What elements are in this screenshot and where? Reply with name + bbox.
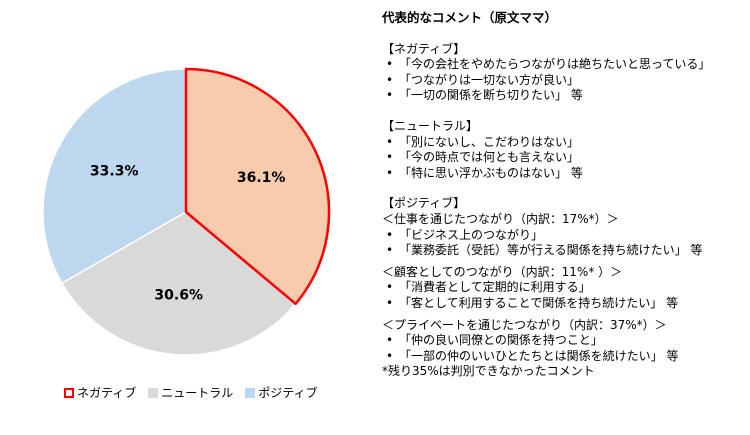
slice-label-negative: 36.1% <box>237 170 286 186</box>
positive-section: 【ポジティブ】 ＜仕事を通じたつながり（内訳：17%*）＞ 「ビジネス上のつなが… <box>382 196 748 380</box>
neutral-comment: 「今の時点では何とも言えない」 <box>382 150 748 166</box>
negative-section: 【ネガティブ】 「今の会社をやめたらつながりは絶ちたいと思っている」 「つながり… <box>382 42 748 104</box>
slice-label-neutral: 30.6% <box>154 288 203 304</box>
positive-work-heading: ＜仕事を通じたつながり（内訳：17%*）＞ <box>382 211 619 226</box>
legend-swatch-positive <box>245 387 256 398</box>
negative-comment: 「今の会社をやめたらつながりは絶ちたいと思っている」 <box>382 57 748 73</box>
neutral-comment: 「特に思い浮かぶものはない」 等 <box>382 166 748 182</box>
footnote: *残り35%は判別できなかったコメント <box>382 364 595 379</box>
positive-private-comment: 「仲の良い同僚との関係を持つこと」 <box>382 333 748 349</box>
legend-item-neutral: ニュートラル <box>148 384 233 401</box>
legend-label-negative: ネガティブ <box>77 386 137 400</box>
slice-negative <box>184 67 331 306</box>
neutral-section: 【ニュートラル】 「別にないし、こだわりはない」 「今の時点では何とも言えない」… <box>382 119 748 181</box>
neutral-comment: 「別にないし、こだわりはない」 <box>382 135 748 151</box>
legend-swatch-negative <box>64 387 74 398</box>
legend-swatch-neutral <box>148 387 159 398</box>
comments-panel: 代表的なコメント（原文ママ） 【ネガティブ】 「今の会社をやめたらつながりは絶ち… <box>382 10 748 380</box>
chart-legend: ネガティブ ニュートラル ポジティブ <box>64 384 318 401</box>
slice-neutral <box>61 211 297 356</box>
positive-private-heading: ＜プライベートを通じたつながり（内訳：37%*）＞ <box>382 317 667 332</box>
positive-customer-comment: 「客として利用することで関係を持ち続けたい」 等 <box>382 296 748 312</box>
positive-heading: 【ポジティブ】 <box>382 196 466 211</box>
legend-label-neutral: ニュートラル <box>161 386 234 400</box>
positive-private-comment: 「一部の仲のいいひとたちとは関係を続けたい」 等 <box>382 349 748 365</box>
comments-title: 代表的なコメント（原文ママ） <box>382 10 558 25</box>
positive-customer-comment: 「消費者として定期的に利用する」 <box>382 280 748 296</box>
negative-comment: 「つながりは一切ない方が良い」 <box>382 73 748 89</box>
positive-work-comment: 「業務委託（受託）等が行える関係を持ち続けたい」 等 <box>382 243 748 259</box>
legend-item-positive: ポジティブ <box>245 384 318 401</box>
legend-label-positive: ポジティブ <box>258 386 318 400</box>
slice-positive <box>42 68 187 284</box>
positive-customer-heading: ＜顧客としてのつながり（内訳：11%* ）＞ <box>382 264 623 279</box>
neutral-heading: 【ニュートラル】 <box>382 118 479 133</box>
legend-item-negative: ネガティブ <box>64 384 136 401</box>
slice-label-positive: 33.3% <box>90 163 139 179</box>
negative-heading: 【ネガティブ】 <box>382 41 466 56</box>
negative-comment: 「一切の関係を断ち切りたい」 等 <box>382 88 748 104</box>
positive-work-comment: 「ビジネス上のつながり」 <box>382 228 748 244</box>
pie-chart: 36.1% 30.6% 33.3% <box>42 67 331 356</box>
